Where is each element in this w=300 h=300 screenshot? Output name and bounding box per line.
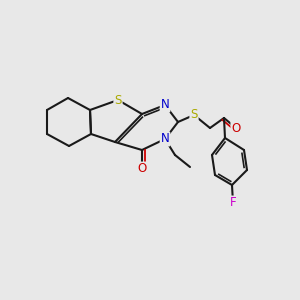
Text: S: S xyxy=(190,109,198,122)
Text: N: N xyxy=(160,133,169,146)
Text: O: O xyxy=(137,163,147,176)
Text: S: S xyxy=(114,94,122,106)
Text: O: O xyxy=(231,122,241,134)
Text: N: N xyxy=(160,98,169,112)
Text: F: F xyxy=(230,196,236,209)
